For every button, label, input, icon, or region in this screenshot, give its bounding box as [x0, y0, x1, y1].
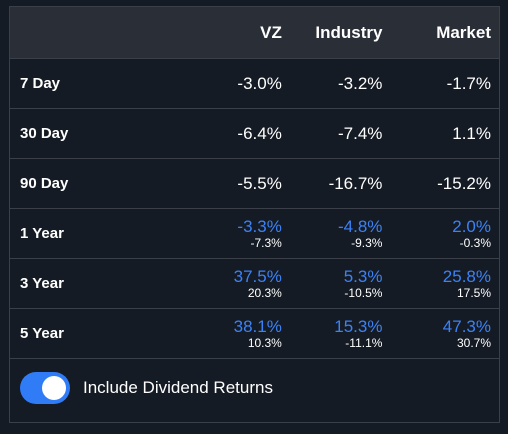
vz-return: -3.3% — [237, 216, 282, 236]
column-header-market: Market — [436, 22, 491, 42]
row-label: 90 Day — [20, 175, 69, 192]
market-value: 1.1% — [452, 123, 491, 143]
include-dividends-label[interactable]: Include Dividend Returns — [83, 378, 273, 397]
industry-price-return: -10.5% — [344, 285, 383, 300]
industry-price-return: -9.3% — [351, 235, 383, 250]
industry-value: 15.3% -11.1% — [290, 316, 391, 350]
row-label: 3 Year — [20, 275, 64, 292]
vz-price-return: 20.3% — [247, 285, 282, 300]
toggle-knob — [42, 376, 66, 400]
vz-return: 37.5% — [233, 266, 282, 286]
table-header: VZ Industry Market — [10, 7, 499, 59]
market-value: 25.8% 17.5% — [390, 266, 499, 300]
row-label: 30 Day — [20, 125, 69, 142]
dividend-toggle-row: Include Dividend Returns — [10, 359, 499, 417]
column-header-vz: VZ — [260, 22, 282, 42]
industry-return: 15.3% — [334, 316, 383, 336]
table-row: 3 Year 37.5% 20.3% 5.3% -10.5% 25.8% 17.… — [10, 259, 499, 309]
industry-return: -4.8% — [338, 216, 383, 236]
industry-value: -7.4% — [338, 123, 383, 143]
market-value: -1.7% — [446, 73, 491, 93]
vz-return: 38.1% — [233, 316, 282, 336]
vz-price-return: 10.3% — [247, 335, 282, 350]
include-dividends-toggle[interactable] — [20, 372, 70, 404]
table-row: 1 Year -3.3% -7.3% -4.8% -9.3% 2.0% -0.3… — [10, 209, 499, 259]
industry-return: 5.3% — [343, 266, 383, 286]
returns-table: VZ Industry Market 7 Day -3.0% -3.2% -1.… — [9, 6, 500, 423]
vz-value: -5.5% — [237, 173, 282, 193]
row-label: 1 Year — [20, 225, 64, 242]
industry-value: -16.7% — [328, 173, 383, 193]
industry-value: 5.3% -10.5% — [290, 266, 391, 300]
vz-value: -3.0% — [237, 73, 282, 93]
row-label: 7 Day — [20, 75, 61, 92]
table-row: 7 Day -3.0% -3.2% -1.7% — [10, 59, 499, 109]
vz-value: 38.1% 10.3% — [189, 316, 290, 350]
vz-value: -6.4% — [237, 123, 282, 143]
vz-value: -3.3% -7.3% — [189, 216, 290, 250]
market-return: 2.0% — [452, 216, 491, 236]
table-row: 5 Year 38.1% 10.3% 15.3% -11.1% 47.3% 30… — [10, 309, 499, 359]
vz-value: 37.5% 20.3% — [189, 266, 290, 300]
industry-value: -3.2% — [338, 73, 383, 93]
market-value: -15.2% — [437, 173, 491, 193]
market-value: 47.3% 30.7% — [390, 316, 499, 350]
market-price-return: -0.3% — [459, 235, 491, 250]
industry-price-return: -11.1% — [345, 335, 383, 350]
column-header-industry: Industry — [315, 22, 383, 42]
vz-price-return: -7.3% — [250, 235, 282, 250]
market-value: 2.0% -0.3% — [390, 216, 499, 250]
market-return: 47.3% — [442, 316, 491, 336]
row-label: 5 Year — [20, 325, 64, 342]
table-row: 30 Day -6.4% -7.4% 1.1% — [10, 109, 499, 159]
market-price-return: 17.5% — [456, 285, 491, 300]
industry-value: -4.8% -9.3% — [290, 216, 391, 250]
market-price-return: 30.7% — [456, 335, 491, 350]
table-row: 90 Day -5.5% -16.7% -15.2% — [10, 159, 499, 209]
market-return: 25.8% — [442, 266, 491, 286]
